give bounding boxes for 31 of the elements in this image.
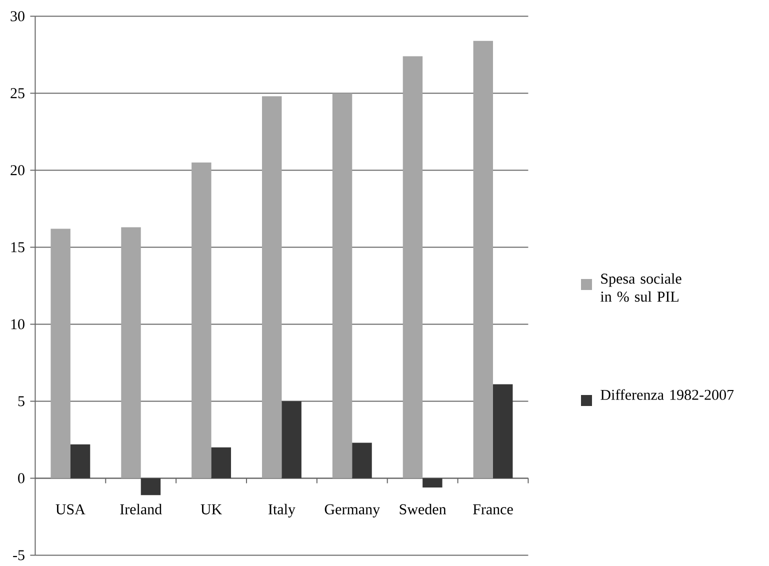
y-tick-label: 20: [10, 165, 24, 176]
x-tick-label: France: [473, 504, 513, 514]
y-tick-label: 25: [10, 88, 24, 98]
y-tick-label: -5: [13, 550, 24, 560]
x-tick-label: USA: [56, 504, 86, 514]
x-tick-label: Germany: [324, 504, 380, 518]
bar: [402, 56, 423, 478]
y-tick-label: 0: [18, 473, 24, 484]
bar: [121, 227, 141, 478]
legend-label: Spesa sociale in % sul PIL: [600, 273, 682, 302]
bar: [422, 478, 442, 488]
x-tick-label: UK: [200, 504, 222, 514]
bar: [70, 444, 90, 478]
x-tick-label: Italy: [268, 504, 296, 518]
bar: [140, 478, 161, 496]
x-tick-label: Ireland: [120, 504, 162, 514]
y-tick-label: 30: [10, 11, 24, 22]
x-tick-label: Sweden: [400, 504, 446, 514]
bar: [473, 40, 494, 478]
bar: [262, 96, 282, 478]
bar: [50, 228, 70, 478]
y-tick-label: 5: [18, 396, 24, 406]
legend-label: Differenza 1982-2007: [600, 389, 734, 400]
bar: [352, 442, 372, 478]
bar: [282, 401, 302, 478]
bar: [332, 93, 352, 478]
bar: [493, 384, 513, 478]
bar: [211, 447, 232, 478]
bar: [192, 162, 212, 478]
y-tick-label: 15: [11, 242, 24, 252]
y-tick-label: 10: [11, 319, 24, 330]
